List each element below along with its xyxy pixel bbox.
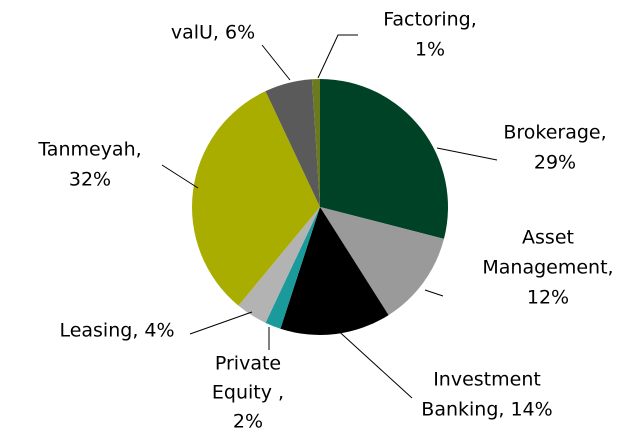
pie-slice [280, 207, 389, 335]
data-label: Investment [433, 369, 541, 391]
pie-slice [320, 79, 448, 239]
pie-slice [320, 207, 444, 316]
data-label: Private [215, 353, 281, 375]
data-label: Leasing, 4% [59, 320, 174, 342]
data-label: 1% [415, 39, 445, 61]
leader-line [424, 289, 444, 297]
data-label: 32% [69, 169, 111, 191]
leader-line [161, 164, 199, 189]
data-label: Factoring, [383, 9, 477, 31]
pie-slice [265, 207, 320, 329]
leader-line [436, 147, 498, 161]
data-label: Equity , [212, 382, 284, 404]
data-label: 29% [534, 152, 576, 174]
pie-slice [238, 207, 320, 323]
pie-slice [191, 91, 320, 306]
data-label: 12% [527, 287, 569, 309]
data-label: Brokerage, [503, 122, 606, 144]
data-label: Tanmeyah, [37, 139, 141, 161]
pie-slice [311, 79, 320, 207]
leader-line [261, 44, 291, 81]
leader-line [332, 325, 413, 399]
data-label: Asset [522, 227, 574, 249]
data-label: 2% [233, 411, 263, 433]
pie-slice [265, 79, 320, 207]
data-label: valU, 6% [171, 22, 255, 44]
data-label: Banking, 14% [421, 399, 552, 421]
leader-line [189, 311, 253, 335]
data-label: Management, [482, 257, 613, 279]
leader-line [317, 34, 358, 79]
